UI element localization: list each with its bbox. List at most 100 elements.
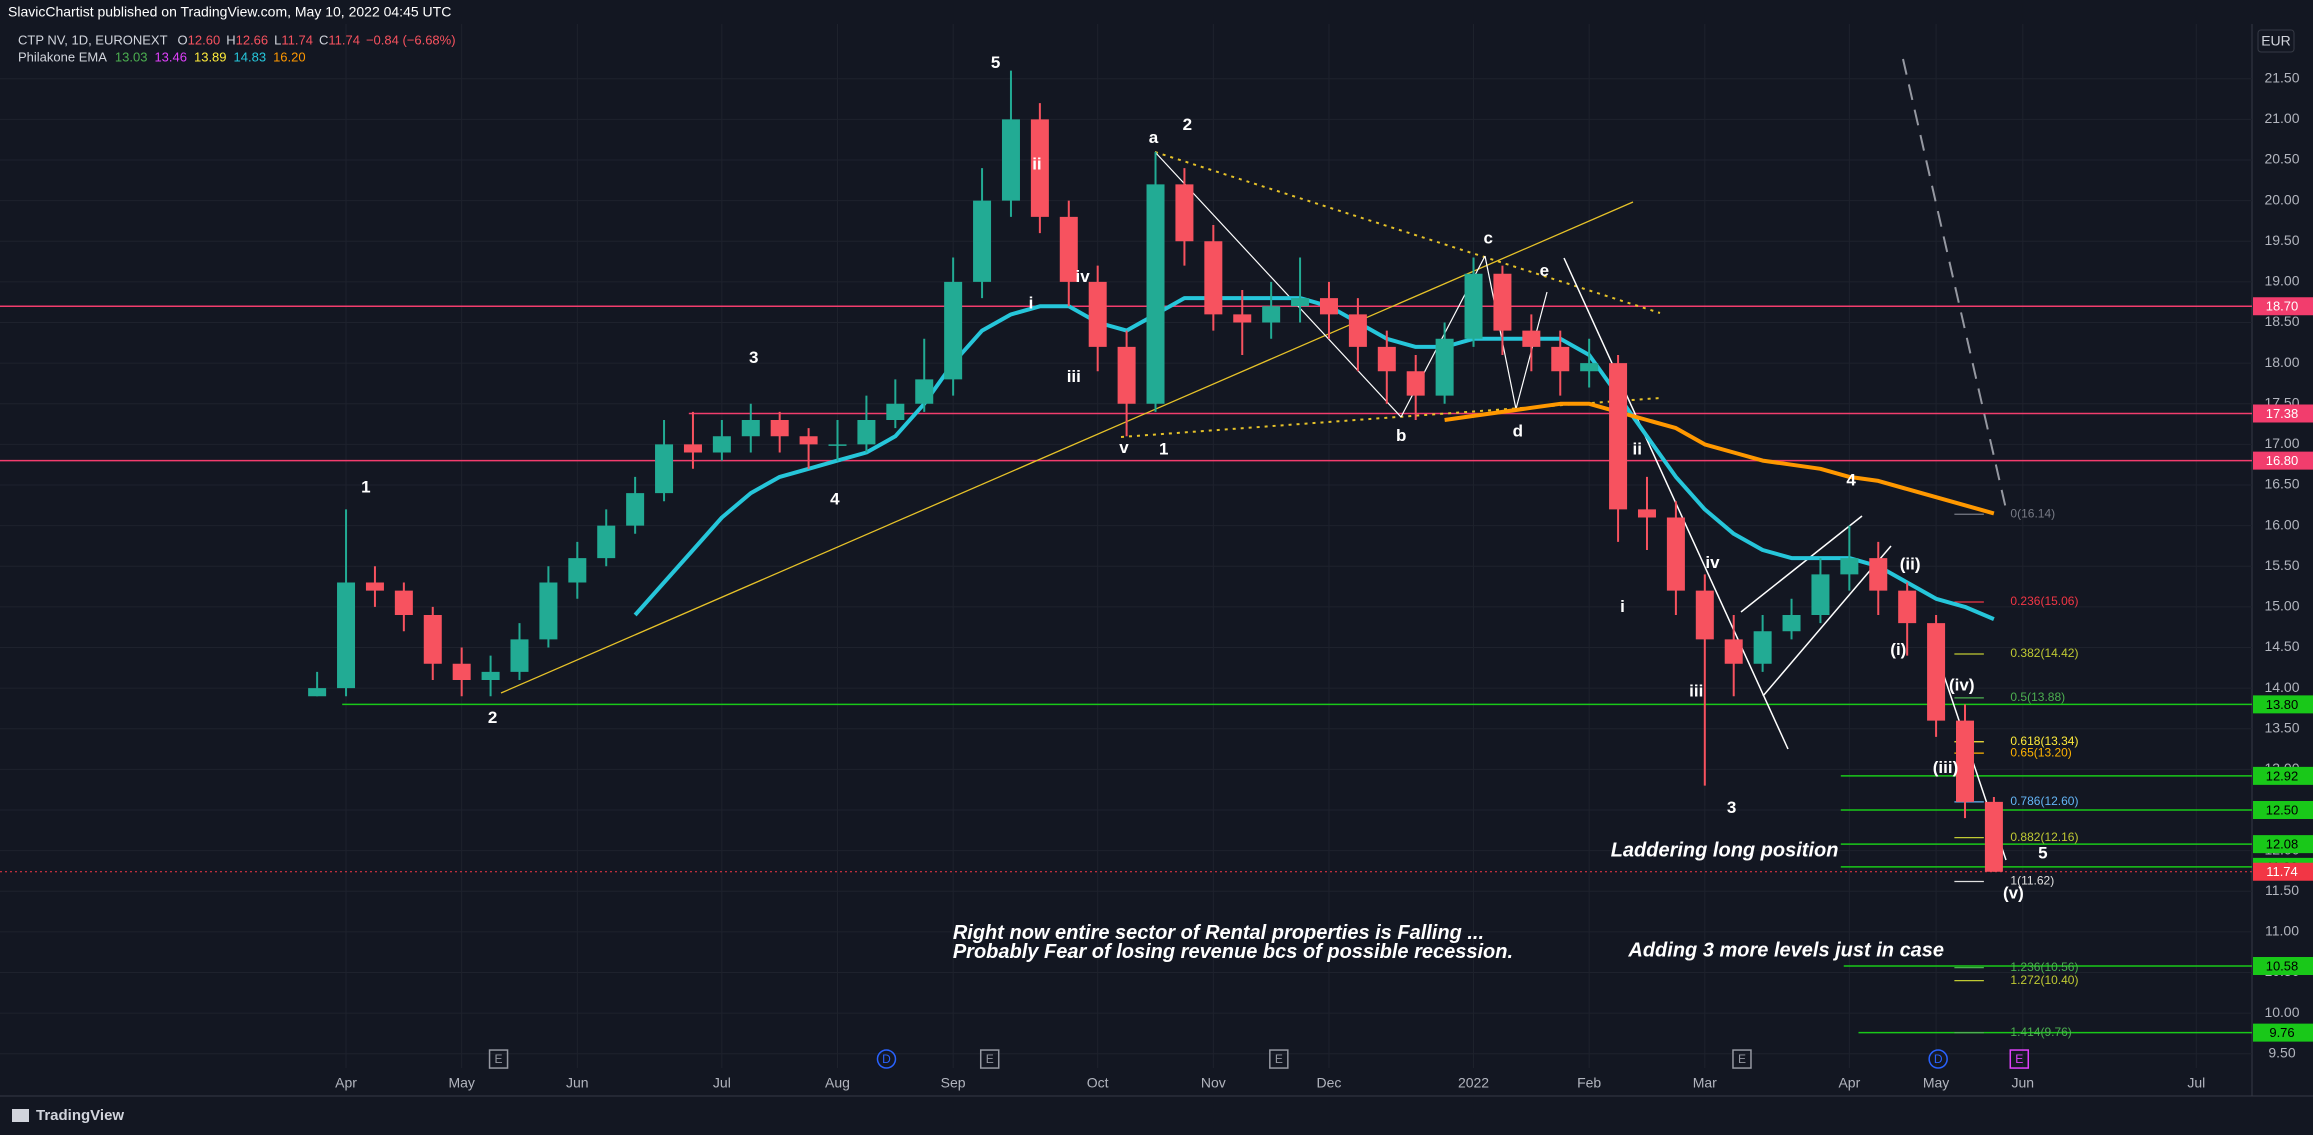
y-tick-label: 13.50 (2264, 719, 2299, 735)
candle-body (365, 582, 384, 591)
x-tick-label: May (1923, 1075, 1949, 1091)
level-label: 18.70 (2266, 299, 2299, 314)
x-tick-label: Jun (2012, 1075, 2035, 1091)
wave-label: i (1620, 597, 1625, 616)
candle-body (539, 582, 558, 640)
event-icon (876, 1049, 897, 1069)
ohlc-value: 12.60 (188, 32, 221, 47)
x-tick-label: Jul (713, 1075, 731, 1091)
ema-line (633, 296, 1995, 621)
candle-body (481, 671, 500, 680)
candle-body (1291, 298, 1310, 307)
event-icon (979, 1049, 1000, 1069)
y-tick-label: 15.00 (2264, 598, 2299, 614)
wave-label: 2 (488, 708, 497, 727)
candle-body (1377, 346, 1396, 372)
wave-label: 3 (749, 348, 758, 367)
fib-label: 0.65(13.20) (2010, 745, 2071, 759)
wave-label: (v) (2003, 883, 2024, 902)
wave-label: a (1149, 128, 1159, 147)
indicator-value: 14.83 (234, 49, 267, 64)
candle-body (1927, 623, 1946, 721)
indicator-value: 13.03 (115, 49, 148, 64)
candle-body (886, 403, 905, 420)
wave-label: (iv) (1949, 675, 1975, 694)
level-box (2253, 801, 2313, 819)
ohlc-key: L (274, 32, 281, 47)
candle-body (1088, 281, 1107, 347)
y-tick-label: 20.50 (2264, 151, 2299, 167)
wave-label: (iii) (1933, 758, 1959, 777)
x-tick-label: Apr (335, 1075, 357, 1091)
footer-logo: TradingView (36, 1107, 124, 1124)
currency-box (2257, 29, 2295, 53)
level-label: 17.38 (2266, 406, 2299, 421)
note: Right now entire sector of Rental proper… (953, 922, 1484, 944)
level-label: 13.80 (2266, 697, 2299, 712)
candle-body (1666, 517, 1685, 591)
candle-body (1551, 346, 1570, 372)
y-tick-label: 16.50 (2264, 476, 2299, 492)
indicator-value: 13.89 (194, 49, 227, 64)
wave-label: 4 (830, 490, 840, 509)
fib-label: 0.786(12.60) (2010, 794, 2078, 808)
candle-body (1753, 631, 1772, 664)
level-label: 9.76 (2269, 1025, 2294, 1040)
wave-label: d (1513, 422, 1523, 441)
indicator: Philakone EMA (18, 49, 107, 64)
candle-body (1840, 558, 1859, 575)
fib-label: 1.236(10.56) (2010, 960, 2078, 974)
candle-body (626, 493, 645, 526)
fib-label: 1.272(10.40) (2010, 973, 2078, 987)
note: Probably Fear of losing revenue bcs of p… (953, 941, 1513, 963)
candle-body (1695, 590, 1714, 640)
ohlc-value: 11.74 (281, 32, 313, 47)
candle-body (1782, 615, 1801, 632)
y-tick-label: 18.00 (2264, 354, 2299, 370)
event-icon (1928, 1049, 1948, 1069)
event-label: D (1934, 1052, 1943, 1066)
candle-body (1204, 241, 1223, 315)
candle-body (1262, 306, 1281, 323)
candle-body (1117, 346, 1136, 404)
event-label: E (1738, 1052, 1746, 1066)
candle-body (1898, 590, 1917, 624)
wave-label: 3 (1727, 798, 1736, 817)
note: Laddering long position (1611, 839, 1839, 861)
fib-label: 0.382(14.42) (2010, 646, 2078, 660)
y-tick-label: 21.00 (2264, 110, 2299, 126)
candle-body (1146, 184, 1165, 404)
candle-body (799, 436, 818, 445)
fib-label: 0.618(13.34) (2010, 734, 2078, 748)
level-box (2253, 404, 2313, 423)
wave-label: e (1540, 261, 1549, 280)
wave-label: 5 (991, 53, 1000, 72)
y-tick-label: 14.50 (2264, 638, 2299, 654)
fib-label: 1(11.62) (2010, 874, 2054, 888)
event-label: E (495, 1052, 503, 1066)
candle-body (1724, 639, 1743, 664)
candle-body (770, 420, 789, 437)
candle-body (423, 615, 442, 664)
level-label: 12.92 (2266, 768, 2299, 783)
ohlc-key: C (319, 32, 328, 47)
y-tick-label: 9.50 (2268, 1044, 2295, 1060)
level-label: 12.08 (2266, 837, 2299, 852)
level-box (2253, 451, 2313, 470)
candle-body (1522, 330, 1541, 347)
x-tick-label: Oct (1087, 1075, 1109, 1091)
wave-label: (i) (1890, 640, 1906, 659)
candle-body (1319, 298, 1338, 315)
fib-label: 1.414(9.76) (2010, 1025, 2071, 1039)
candle-body (510, 639, 529, 672)
x-tick-label: May (448, 1075, 474, 1091)
x-tick-label: Nov (1201, 1075, 1226, 1091)
event-label: E (1275, 1052, 1283, 1066)
event-icon (2009, 1049, 2030, 1069)
event-icon (1269, 1049, 1289, 1069)
indicator-value: 16.20 (273, 49, 306, 64)
wave-label: b (1396, 426, 1406, 445)
candle-body (1175, 184, 1194, 242)
event-label: E (986, 1052, 994, 1066)
